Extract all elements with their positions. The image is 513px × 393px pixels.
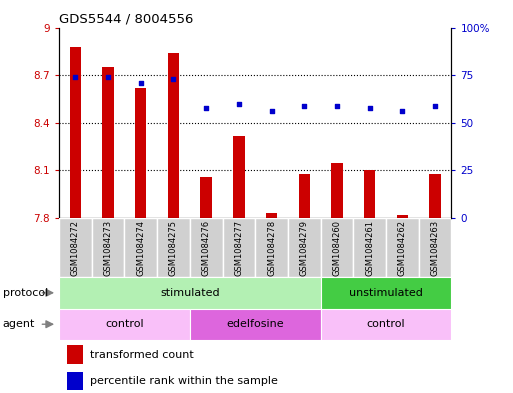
Bar <box>168 53 179 218</box>
Text: GSM1084277: GSM1084277 <box>234 220 243 276</box>
Text: GDS5544 / 8004556: GDS5544 / 8004556 <box>59 13 193 26</box>
Bar <box>67 345 83 364</box>
Point <box>71 74 80 80</box>
Point <box>202 105 210 111</box>
FancyBboxPatch shape <box>386 218 419 277</box>
Text: GSM1084275: GSM1084275 <box>169 220 178 276</box>
Bar <box>364 171 376 218</box>
Text: GSM1084273: GSM1084273 <box>104 220 112 276</box>
Point <box>169 76 177 82</box>
Bar <box>266 213 278 218</box>
Text: protocol: protocol <box>3 288 48 298</box>
Point <box>333 103 341 109</box>
Text: GSM1084263: GSM1084263 <box>430 220 440 276</box>
FancyBboxPatch shape <box>190 218 223 277</box>
FancyBboxPatch shape <box>157 218 190 277</box>
Bar <box>429 174 441 218</box>
FancyBboxPatch shape <box>288 218 321 277</box>
FancyBboxPatch shape <box>419 218 451 277</box>
Text: GSM1084276: GSM1084276 <box>202 220 211 276</box>
Point <box>136 80 145 86</box>
FancyBboxPatch shape <box>92 218 124 277</box>
Point <box>398 108 406 114</box>
FancyBboxPatch shape <box>59 218 92 277</box>
Point <box>366 105 374 111</box>
Text: GSM1084278: GSM1084278 <box>267 220 276 276</box>
Text: transformed count: transformed count <box>90 350 194 360</box>
Text: control: control <box>367 319 405 329</box>
Bar <box>321 309 451 340</box>
Text: GSM1084274: GSM1084274 <box>136 220 145 276</box>
Text: unstimulated: unstimulated <box>349 288 423 298</box>
FancyBboxPatch shape <box>255 218 288 277</box>
Text: control: control <box>105 319 144 329</box>
Bar <box>397 215 408 218</box>
Text: stimulated: stimulated <box>160 288 220 298</box>
Bar <box>299 174 310 218</box>
Text: GSM1084272: GSM1084272 <box>71 220 80 276</box>
Bar <box>59 309 190 340</box>
Point <box>431 103 439 109</box>
FancyBboxPatch shape <box>124 218 157 277</box>
FancyBboxPatch shape <box>321 218 353 277</box>
Text: agent: agent <box>3 319 35 329</box>
Text: GSM1084261: GSM1084261 <box>365 220 374 276</box>
FancyBboxPatch shape <box>353 218 386 277</box>
Bar <box>135 88 147 218</box>
Text: edelfosine: edelfosine <box>226 319 284 329</box>
Bar <box>70 46 81 218</box>
Bar <box>321 277 451 309</box>
Bar <box>233 136 245 218</box>
Point <box>235 101 243 107</box>
Text: GSM1084262: GSM1084262 <box>398 220 407 276</box>
Bar <box>190 309 321 340</box>
Text: GSM1084260: GSM1084260 <box>332 220 342 276</box>
Text: percentile rank within the sample: percentile rank within the sample <box>90 376 278 386</box>
Point <box>267 108 275 114</box>
Bar <box>201 177 212 218</box>
Bar <box>67 372 83 390</box>
Point <box>104 74 112 80</box>
Bar <box>59 277 321 309</box>
Point <box>300 103 308 109</box>
FancyBboxPatch shape <box>223 218 255 277</box>
Bar <box>102 67 114 218</box>
Text: GSM1084279: GSM1084279 <box>300 220 309 276</box>
Bar <box>331 163 343 218</box>
